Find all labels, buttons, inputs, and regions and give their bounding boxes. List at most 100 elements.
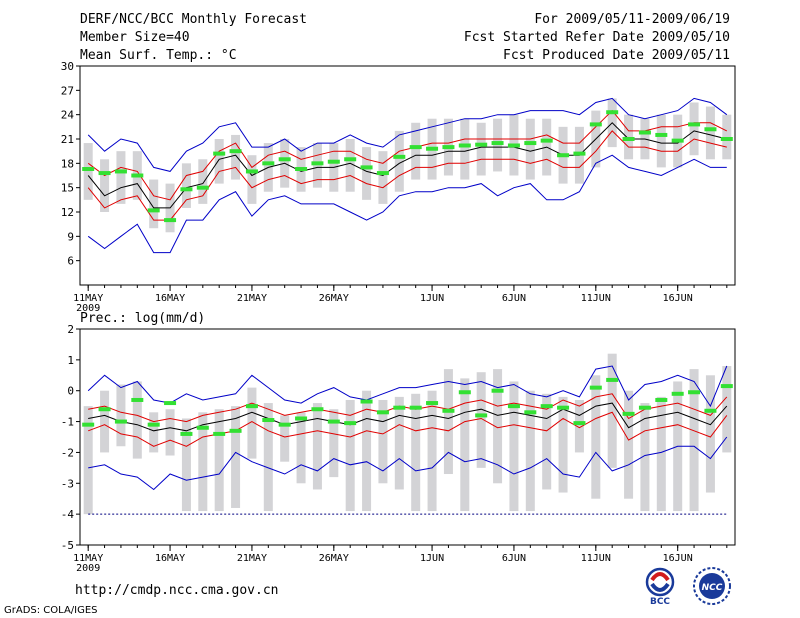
prec-x-tick-label: 1JUN	[420, 553, 444, 564]
temp-series-lower	[87, 130, 727, 221]
temp-y-tick-label: 9	[67, 230, 74, 243]
prec-spread-box	[542, 393, 552, 490]
temp-spread-box	[411, 122, 421, 180]
prec-member-marker	[262, 418, 275, 423]
prec-x-tick-label: 6JUN	[502, 553, 526, 564]
temp-series-min	[87, 154, 727, 254]
temp-spread-box	[476, 122, 486, 176]
prec-spread-box	[116, 384, 126, 447]
temp-member-marker	[638, 130, 651, 135]
prec-member-marker	[229, 428, 242, 433]
prec-spread-box	[378, 399, 388, 484]
ncc-logo-text: NCC	[702, 583, 723, 593]
temp-member-marker	[98, 171, 111, 176]
temp-y-tick-label: 27	[61, 84, 74, 97]
temp-spread-box	[460, 118, 470, 180]
prec-x-tick-label: 26MAY	[319, 553, 349, 564]
prec-member-marker	[704, 408, 717, 413]
prec-member-marker	[180, 431, 193, 436]
temp-y-tick-label: 24	[61, 109, 75, 122]
variable-label: Mean Surf. Temp.: °C	[80, 48, 237, 63]
prec-member-marker	[295, 416, 308, 421]
temp-spread-box	[214, 139, 224, 184]
prec-spread-box	[591, 375, 601, 499]
prec-y-tick-label: -3	[61, 477, 74, 490]
temp-x-tick-label: 1JUN	[420, 293, 444, 304]
temp-member-marker	[524, 141, 537, 146]
temp-spread-box	[656, 114, 666, 168]
temp-member-marker	[458, 143, 471, 148]
temp-x-tick-label: 16MAY	[155, 293, 185, 304]
prec-spread-box	[705, 375, 715, 493]
temp-spread-box	[83, 143, 93, 200]
prec-spread-box	[312, 403, 322, 490]
prec-member-marker	[671, 391, 684, 396]
temp-x-tick-label: 11JUN	[581, 293, 611, 304]
prec-member-marker	[442, 408, 455, 413]
prec-member-marker	[131, 397, 144, 402]
temp-spread-box	[100, 159, 110, 212]
bcc-logo: BCC	[640, 566, 680, 606]
prec-spread-box	[100, 390, 110, 453]
temp-member-marker	[311, 161, 324, 166]
produced-date: Fcst Produced Date 2009/05/11	[503, 48, 730, 63]
forecast-period: For 2009/05/11-2009/06/19	[534, 12, 730, 27]
prec-member-marker	[524, 410, 537, 415]
prec-series-lower	[88, 411, 728, 447]
prec-y-tick-label: -4	[61, 508, 75, 521]
temp-member-marker	[245, 169, 258, 174]
prec-spread-box	[476, 372, 486, 468]
temp-spread-box	[116, 151, 126, 204]
temp-x-tick-label: 21MAY	[237, 293, 267, 304]
prec-member-marker	[557, 405, 570, 410]
prec-member-marker	[622, 411, 635, 416]
prec-frame	[79, 328, 736, 546]
prec-member-marker	[245, 404, 258, 409]
prec-member-marker	[213, 431, 226, 436]
temp-y-tick-label: 12	[61, 206, 74, 219]
prec-member-marker	[344, 421, 357, 426]
grads-credit: GrADS: COLA/IGES	[4, 605, 98, 616]
temp-member-marker	[655, 132, 668, 137]
prec-spread-box	[329, 409, 339, 478]
prec-member-marker	[573, 421, 586, 426]
prec-series-mean	[88, 402, 728, 432]
prec-spread-box	[509, 381, 519, 512]
prec-spread-box	[165, 409, 175, 456]
prec-panel: -5 -4 -3 -2 -1 0 1 2 11MAY 16MAY 21MAY 26MAY 1JUN 6JU…	[61, 311, 736, 574]
temp-member-marker	[327, 159, 340, 164]
prec-spread-box	[558, 396, 568, 493]
prec-x-tick-label: 11JUN	[581, 553, 611, 564]
temp-member-marker	[589, 122, 602, 127]
prec-spread-box	[132, 381, 142, 459]
prec-spread-box	[296, 412, 306, 484]
prec-member-marker	[278, 422, 291, 427]
prec-spread-box	[263, 403, 273, 512]
prec-member-marker	[655, 397, 668, 402]
temp-spread-box	[493, 118, 503, 172]
prec-member-marker	[147, 422, 160, 427]
prec-spread-box	[83, 406, 93, 515]
prec-member-marker	[688, 390, 701, 395]
prec-member-marker	[720, 384, 733, 389]
prec-spread-box	[443, 369, 453, 475]
temp-member-marker	[262, 161, 275, 166]
temp-member-marker	[164, 218, 177, 223]
temp-member-marker	[573, 151, 586, 156]
temp-x-tick-label: 6JUN	[502, 293, 526, 304]
temp-member-marker	[671, 138, 684, 143]
prec-spread-box	[362, 390, 372, 512]
temp-member-marker	[507, 143, 520, 148]
prec-member-marker	[311, 407, 324, 412]
prec-y-tick-label: 0	[67, 385, 74, 398]
prec-spread-box	[689, 369, 699, 512]
prec-member-marker	[114, 419, 127, 424]
prec-spread-box	[247, 387, 257, 459]
temp-x-tick-label: 16JUN	[663, 293, 693, 304]
source-url[interactable]: http://cmdp.ncc.cma.gov.cn	[75, 583, 279, 598]
prec-spread-box	[198, 412, 208, 512]
prec-series-max	[87, 365, 728, 408]
prec-member-marker	[540, 404, 553, 409]
temp-series-upper	[87, 109, 728, 201]
temp-member-marker	[557, 153, 570, 158]
